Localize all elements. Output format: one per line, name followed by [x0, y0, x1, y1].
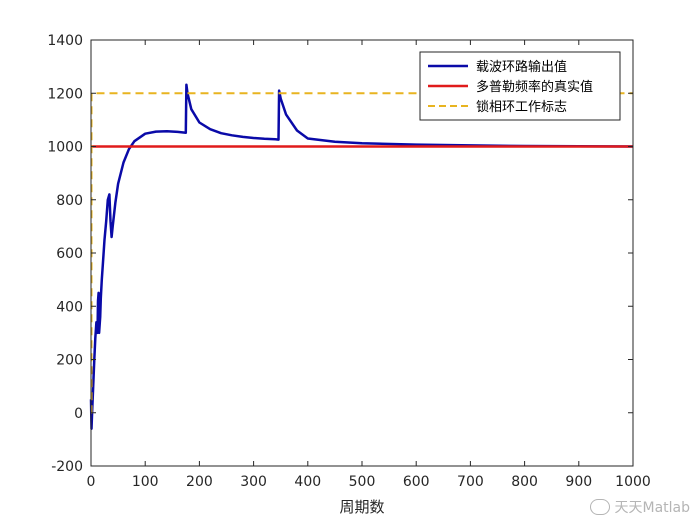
x-tick-label: 1000 — [615, 474, 651, 490]
y-tick-label: 600 — [56, 246, 83, 262]
y-tick-label: 1000 — [47, 140, 83, 156]
x-tick-label: 800 — [511, 474, 538, 490]
y-tick-label: 400 — [56, 299, 83, 315]
y-tick-label: 0 — [74, 406, 83, 422]
x-tick-label: 500 — [349, 474, 376, 490]
wechat-icon — [590, 499, 611, 515]
axes-layer: 0 100 200 300 400 500 600 700 800 900 1000-2000200… — [47, 33, 650, 490]
legend-entry-label: 载波环路输出值 — [476, 59, 567, 75]
y-tick-label: -200 — [51, 459, 83, 475]
legend-entry-label: 锁相环工作标志 — [476, 99, 567, 115]
x-tick-label: 400 — [294, 474, 321, 490]
series-line-0 — [89, 83, 634, 430]
x-tick-label: 200 — [186, 474, 213, 490]
x-tick-label: 100 — [132, 474, 159, 490]
x-tick-label: 900 — [565, 474, 592, 490]
y-tick-label: 1400 — [47, 33, 83, 49]
legend-entry-label: 多普勒频率的真实值 — [476, 79, 593, 95]
x-tick-label: 300 — [240, 474, 267, 490]
y-tick-label: 200 — [56, 353, 83, 369]
y-tick-label: 1200 — [47, 86, 83, 102]
y-tick-label: 800 — [56, 193, 83, 209]
x-tick-label: 0 — [87, 474, 96, 490]
x-tick-label: 600 — [403, 474, 430, 490]
watermark-text: 天天Matlab — [614, 500, 690, 516]
x-axis-label: 周期数 — [339, 498, 384, 516]
watermark: 天天Matlab — [590, 497, 690, 517]
x-tick-label: 700 — [457, 474, 484, 490]
